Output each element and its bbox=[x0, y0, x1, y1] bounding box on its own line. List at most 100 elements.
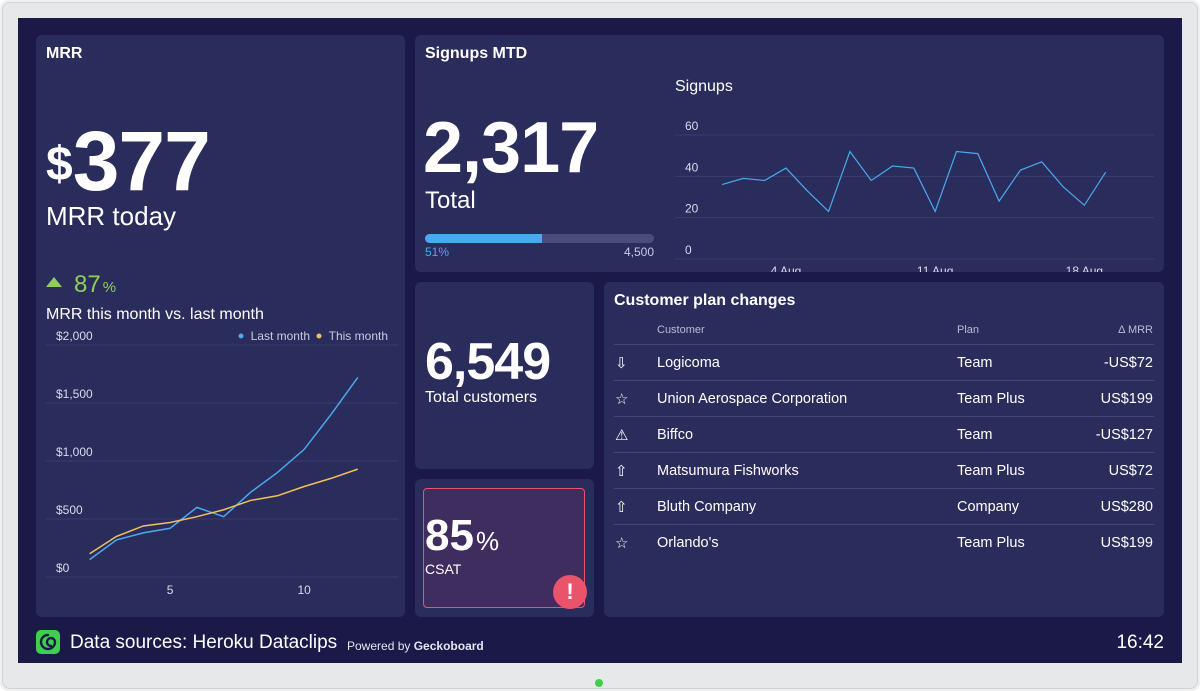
y-tick-label: $1,500 bbox=[56, 387, 93, 401]
table-row[interactable]: ☆ Orlando's Team Plus US$199 bbox=[614, 524, 1154, 560]
plan-changes-title: Customer plan changes bbox=[614, 292, 796, 309]
mrr-caption: MRR today bbox=[46, 201, 177, 231]
upgrade-arrow-icon: ⇧ bbox=[614, 488, 656, 525]
x-tick-label: 11 Aug bbox=[917, 264, 953, 272]
csat-value: 85% bbox=[425, 511, 499, 561]
signups-progress-percent: 51% bbox=[425, 245, 450, 259]
customer-column-header: Customer bbox=[657, 324, 705, 336]
data-sources-label: Data sources: Heroku Dataclips bbox=[70, 632, 338, 653]
x-tick-label: 18 Aug bbox=[1066, 264, 1103, 272]
delta-mrr-column-header: Δ MRR bbox=[1118, 324, 1153, 336]
customer-plan: Team Plus bbox=[956, 452, 1068, 489]
signups-progress-fill bbox=[425, 234, 542, 243]
geckoboard-brand: Geckoboard bbox=[413, 639, 484, 653]
signups-widget[interactable]: Signups MTD 2,317 Total 51% 4,500 Signup… bbox=[415, 35, 1164, 272]
mrr-value: $377 bbox=[46, 113, 211, 210]
signups-progress-track bbox=[425, 234, 654, 243]
customer-name: Matsumura Fishworks bbox=[656, 452, 956, 489]
customer-name: Bluth Company bbox=[656, 488, 956, 525]
series-line bbox=[89, 468, 359, 555]
table-row[interactable]: ⇧ Bluth Company Company US$280 bbox=[614, 488, 1154, 525]
mrr-change-value: 87 bbox=[74, 271, 101, 298]
exclamation-icon: ! bbox=[553, 575, 587, 609]
y-tick-label: $0 bbox=[56, 561, 70, 575]
signups-total: 2,317 bbox=[423, 108, 599, 188]
series-line bbox=[89, 377, 359, 561]
delta-mrr-value: -US$127 bbox=[1068, 416, 1154, 453]
geckoboard-logo-icon bbox=[36, 630, 60, 654]
total-customers-label: Total customers bbox=[425, 389, 538, 406]
csat-label: CSAT bbox=[425, 561, 462, 577]
legend-label: This month bbox=[329, 329, 388, 343]
powered-by-label: Powered by bbox=[347, 639, 411, 653]
powered-by: Powered by Geckoboard bbox=[347, 639, 484, 653]
plan-changes-widget[interactable]: Customer plan changes Customer Plan Δ MR… bbox=[604, 282, 1164, 617]
y-tick-label: 0 bbox=[685, 243, 692, 257]
delta-mrr-value: -US$72 bbox=[1068, 344, 1154, 381]
signups-title: Signups MTD bbox=[425, 45, 528, 62]
csat-unit: % bbox=[475, 526, 500, 556]
customer-name: Biffco bbox=[656, 416, 956, 453]
downgrade-arrow-icon: ⇩ bbox=[614, 344, 656, 381]
star-icon: ☆ bbox=[614, 380, 656, 417]
y-tick-label: 40 bbox=[685, 160, 699, 174]
mrr-widget[interactable]: MRR $377 MRR today 87% MRR this month vs… bbox=[36, 35, 405, 617]
y-tick-label: $500 bbox=[56, 503, 83, 517]
mrr-change: 87% bbox=[46, 271, 116, 299]
delta-mrr-value: US$280 bbox=[1068, 488, 1154, 525]
csat-widget[interactable]: 85% CSAT ! bbox=[415, 479, 594, 617]
table-row[interactable]: ⇩ Logicoma Team -US$72 bbox=[614, 344, 1154, 381]
y-tick-label: $1,000 bbox=[56, 445, 93, 459]
warning-icon: ⚠ bbox=[614, 416, 656, 453]
signups-chart-title: Signups bbox=[675, 78, 733, 95]
star-icon: ☆ bbox=[614, 524, 656, 560]
x-tick-label: 4 Aug bbox=[771, 264, 802, 272]
table-header-row: Customer Plan Δ MRR bbox=[614, 316, 1154, 345]
dashboard-screen: MRR $377 MRR today 87% MRR this month vs… bbox=[18, 18, 1182, 663]
mrr-change-unit: % bbox=[102, 279, 117, 296]
x-tick-label: 5 bbox=[167, 583, 174, 597]
customer-plan: Team Plus bbox=[956, 524, 1068, 560]
customer-name: Logicoma bbox=[656, 344, 956, 381]
upgrade-arrow-icon: ⇧ bbox=[614, 452, 656, 489]
total-customers-widget[interactable]: 6,549 Total customers bbox=[415, 282, 594, 469]
customer-plan: Team bbox=[956, 344, 1068, 381]
customer-plan: Team Plus bbox=[956, 380, 1068, 417]
table-row[interactable]: ⚠ Biffco Team -US$127 bbox=[614, 416, 1154, 453]
customer-plan: Team bbox=[956, 416, 1068, 453]
x-tick-label: 10 bbox=[297, 583, 311, 597]
power-led bbox=[595, 679, 603, 687]
legend-marker bbox=[238, 333, 244, 339]
plan-changes-rows: ⇩ Logicoma Team -US$72 ☆ Union Aerospace Corp… bbox=[614, 344, 1154, 560]
plan-column-header: Plan bbox=[957, 324, 980, 336]
csat-number: 85 bbox=[425, 511, 474, 560]
customer-name: Union Aerospace Corporation bbox=[656, 380, 956, 417]
signups-line-chart: 0 20 40 60 4 Aug 11 Aug 18 Aug bbox=[675, 119, 1154, 272]
table-row[interactable]: ☆ Union Aerospace Corporation Team Plus US$… bbox=[614, 380, 1154, 417]
legend-label: Last month bbox=[251, 329, 310, 343]
customer-plan: Company bbox=[956, 488, 1068, 525]
delta-mrr-value: US$72 bbox=[1068, 452, 1154, 489]
mrr-chart-title: MRR this month vs. last month bbox=[46, 306, 264, 323]
series-line bbox=[721, 150, 1107, 214]
dashboard-footer: Data sources: Heroku Dataclips Powered b… bbox=[18, 618, 1182, 663]
mrr-amount: 377 bbox=[72, 114, 211, 208]
y-tick-label: $2,000 bbox=[56, 329, 93, 343]
icon-column-header bbox=[614, 316, 656, 345]
clock: 16:42 bbox=[1116, 632, 1164, 653]
y-tick-label: 60 bbox=[685, 119, 699, 133]
delta-mrr-value: US$199 bbox=[1068, 524, 1154, 560]
signups-total-label: Total bbox=[425, 187, 476, 214]
mrr-title: MRR bbox=[46, 45, 83, 62]
signups-goal: 4,500 bbox=[623, 245, 654, 259]
mrr-currency: $ bbox=[46, 138, 73, 191]
table-row[interactable]: ⇧ Matsumura Fishworks Team Plus US$72 bbox=[614, 452, 1154, 489]
plan-changes-table: Customer Plan Δ MRR ⇩ Logicoma Team -US$72 ☆… bbox=[614, 316, 1154, 560]
total-customers-value: 6,549 bbox=[425, 333, 551, 391]
customer-name: Orlando's bbox=[656, 524, 956, 560]
y-tick-label: 20 bbox=[685, 202, 699, 216]
legend-marker bbox=[316, 333, 322, 339]
delta-mrr-value: US$199 bbox=[1068, 380, 1154, 417]
trend-up-icon bbox=[46, 277, 62, 287]
mrr-line-chart: $0 $500 $1,000 $1,500 $2,000 5 10 This month Las… bbox=[46, 329, 398, 597]
